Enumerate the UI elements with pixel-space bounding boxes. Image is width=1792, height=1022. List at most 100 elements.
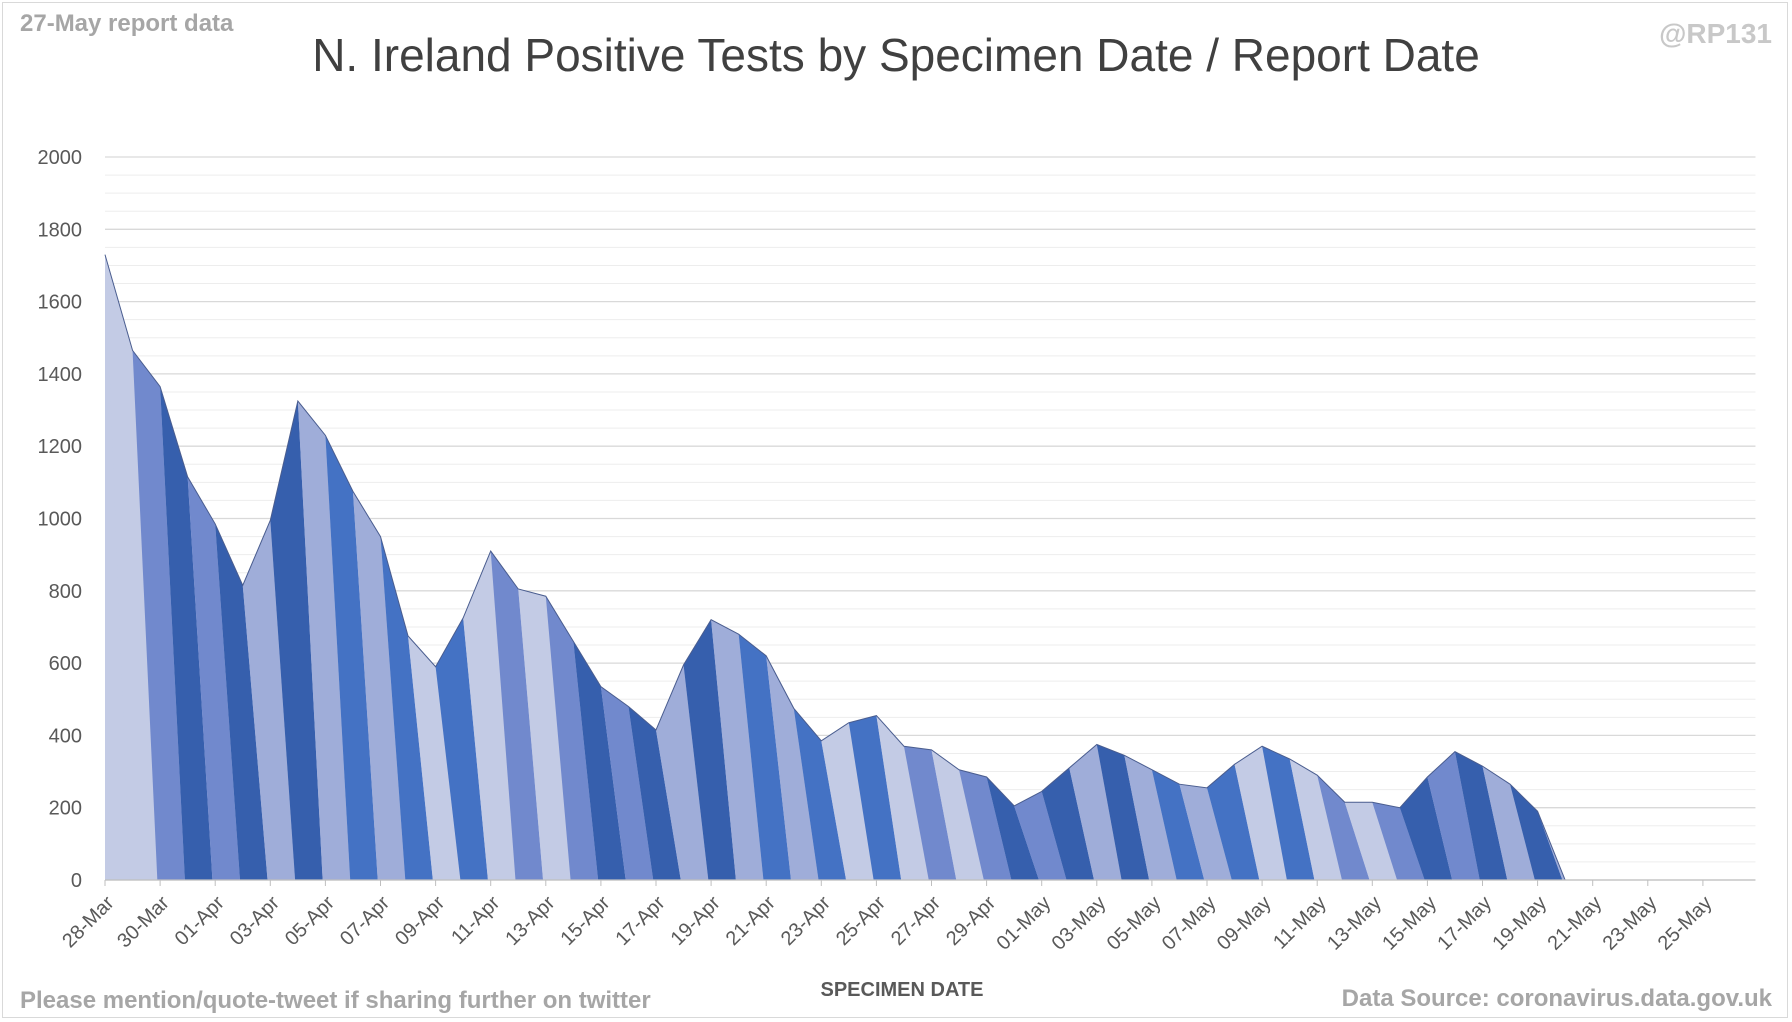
y-tick-label: 600: [49, 653, 82, 675]
area-band-15-Apr: [600, 686, 654, 880]
x-tick-label: 13-May: [1323, 892, 1386, 955]
x-tick-label: 09-May: [1213, 892, 1276, 955]
x-tick-label: 27-Apr: [887, 892, 945, 950]
y-tick-label: 2000: [38, 147, 83, 169]
area-band-05-May: [1151, 769, 1205, 880]
x-tick-label: 21-Apr: [722, 892, 780, 950]
area-band-14-Apr: [573, 641, 626, 880]
area-band-27-Apr: [931, 749, 984, 880]
x-tick-label: 28-Mar: [58, 892, 119, 953]
area-band-13-Apr: [545, 596, 599, 880]
area-band-05-Apr: [325, 435, 378, 880]
y-tick-label: 800: [49, 581, 82, 603]
area-band-18-Apr: [683, 619, 736, 880]
area-band-06-Apr: [352, 491, 406, 880]
area-band-10-May: [1289, 758, 1342, 880]
area-band-01-May: [1041, 767, 1095, 880]
report-date-note: 27-May report data: [20, 10, 234, 37]
y-tick-label: 1600: [38, 292, 83, 314]
x-tick-label: 25-Apr: [832, 892, 890, 950]
x-tick-label: 30-Mar: [113, 892, 174, 953]
y-tick-label: 1400: [38, 364, 83, 386]
area-band-16-Apr: [628, 706, 681, 880]
area-band-06-May: [1179, 784, 1232, 880]
area-band-08-May: [1234, 746, 1287, 880]
x-tick-label: 21-May: [1544, 892, 1607, 955]
area-band-04-Apr: [297, 401, 351, 880]
area-band-02-Apr: [242, 520, 296, 880]
area-band-24-Apr: [848, 715, 902, 880]
x-tick-label: 29-Apr: [942, 892, 1000, 950]
x-tick-label: 01-May: [993, 892, 1056, 955]
area-band-11-May: [1317, 775, 1370, 880]
x-tick-label: 11-May: [1269, 892, 1331, 954]
area-band-10-Apr: [463, 551, 516, 880]
area-band-30-Apr: [1014, 791, 1067, 880]
x-tick-label: 05-Apr: [281, 892, 339, 950]
area-band-08-Apr: [408, 635, 461, 880]
x-tick-label: 19-Apr: [667, 892, 725, 950]
x-tick-label: 23-Apr: [777, 892, 835, 950]
area-band-19-Apr: [711, 619, 764, 880]
x-tick-label: 13-Apr: [501, 892, 559, 950]
author-handle: @RP131: [1659, 18, 1772, 49]
y-tick-label: 400: [49, 725, 82, 747]
area-band-23-Apr: [821, 722, 874, 880]
area-band-15-May: [1427, 751, 1480, 880]
x-tick-label: 11-Apr: [447, 892, 504, 949]
area-band-21-Apr: [766, 655, 819, 880]
x-tick-label: 15-Apr: [556, 892, 614, 950]
x-tick-label: 09-Apr: [391, 892, 449, 950]
area-band-01-Apr: [215, 523, 268, 880]
area-band-30-Mar: [160, 386, 213, 880]
x-tick-label: 25-May: [1654, 892, 1717, 955]
sharing-note: Please mention/quote-tweet if sharing fu…: [20, 987, 651, 1014]
x-axis-title: SPECIMEN DATE: [820, 979, 984, 1001]
x-tick-label: 15-May: [1378, 892, 1441, 955]
area-band-02-May: [1069, 744, 1122, 880]
y-tick-label: 1200: [38, 436, 83, 458]
area-band-17-Apr: [656, 664, 709, 880]
x-tick-label: 03-Apr: [226, 892, 284, 950]
area-band-25-Apr: [876, 715, 929, 880]
area-band-29-Apr: [986, 776, 1039, 880]
area-band-07-Apr: [380, 536, 433, 880]
area-band-07-May: [1207, 764, 1260, 880]
data-source: Data Source: coronavirus.data.gov.uk: [1341, 985, 1772, 1012]
area-band-09-Apr: [435, 617, 488, 880]
x-tick-label: 19-May: [1488, 892, 1551, 955]
area-band-22-Apr: [793, 708, 847, 880]
x-tick-label: 07-May: [1158, 892, 1221, 955]
area-band-12-Apr: [518, 588, 571, 880]
y-tick-label: 200: [49, 798, 82, 820]
x-tick-label: 23-May: [1599, 892, 1662, 955]
area-bands: [104, 254, 1731, 881]
area-band-28-Apr: [959, 769, 1012, 880]
area-band-03-Apr: [270, 401, 323, 880]
x-tick-label: 01-Apr: [171, 892, 229, 950]
x-tick-label: 17-Apr: [612, 892, 670, 950]
total-series-line: [104, 254, 1731, 881]
chart-title: N. Ireland Positive Tests by Specimen Da…: [312, 29, 1480, 81]
area-band-18-May: [1510, 784, 1563, 880]
area-band-13-May: [1372, 802, 1425, 880]
area-band-11-Apr: [490, 551, 544, 880]
area-band-12-May: [1344, 802, 1398, 880]
area-band-26-Apr: [903, 746, 957, 880]
y-tick-label: 1800: [38, 219, 83, 241]
area-band-04-May: [1124, 755, 1177, 880]
x-tick-label: 05-May: [1103, 892, 1166, 955]
y-tick-label: 0: [71, 870, 82, 892]
area-band-17-May: [1482, 766, 1535, 880]
x-tick-label: 17-May: [1433, 892, 1496, 955]
area-band-14-May: [1399, 776, 1453, 880]
x-tick-label: 07-Apr: [336, 892, 394, 950]
y-tick-label: 1000: [38, 509, 83, 531]
area-band-03-May: [1096, 744, 1150, 880]
area-band-28-Mar: [105, 254, 158, 881]
area-band-16-May: [1454, 751, 1508, 880]
area-band-31-Mar: [187, 476, 240, 880]
area-band-09-May: [1262, 746, 1315, 880]
